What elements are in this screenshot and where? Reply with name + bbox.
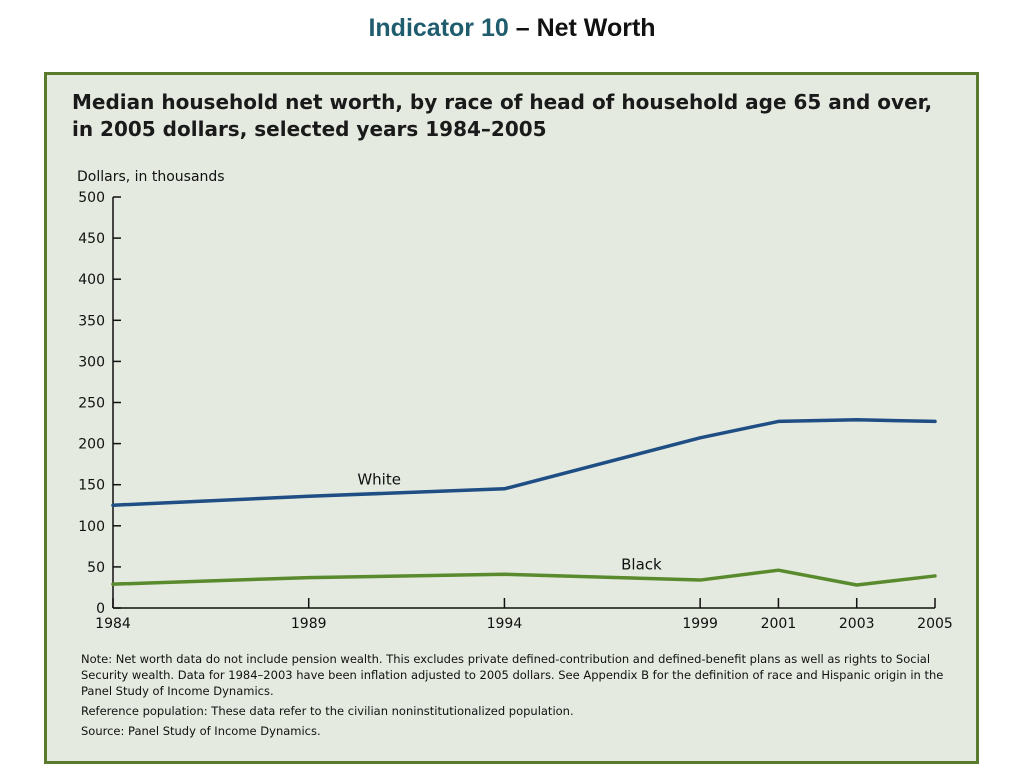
slide-title: Indicator 10 – Net Worth <box>0 14 1024 43</box>
series-label-white: White <box>357 471 401 489</box>
y-tick-label-0: 0 <box>96 601 105 617</box>
y-tick-label-300: 300 <box>78 354 105 370</box>
chart-title: Median household net worth, by race of h… <box>72 89 932 143</box>
y-tick-label-400: 400 <box>78 272 105 288</box>
series-label-black: Black <box>621 555 662 573</box>
x-tick-label-2001: 2001 <box>761 616 797 632</box>
slide-title-accent: Indicator 10 <box>368 14 509 42</box>
line-chart: 0 50 100 150 200 250 300 350 400 450 500 1984 1989 19… <box>78 190 953 632</box>
chart-title-line2: in 2005 dollars, selected years 1984–200… <box>72 117 547 141</box>
x-tick-label-1989: 1989 <box>291 616 327 632</box>
y-tick-label-350: 350 <box>78 313 105 329</box>
source-text: Source: Panel Study of Income Dynamics. <box>81 724 321 738</box>
chart-frame: Median household net worth, by race of h… <box>44 72 979 764</box>
y-tick-label-150: 150 <box>78 478 105 494</box>
series-labels: White Black <box>357 471 662 574</box>
x-tick-label-1999: 1999 <box>682 616 718 632</box>
y-tick-label-200: 200 <box>78 437 105 453</box>
series-line-black <box>111 568 937 587</box>
reference-population-text: Reference population: These data refer t… <box>81 704 574 718</box>
series-lines <box>111 418 937 587</box>
note-text: Note: Net worth data do not include pens… <box>81 652 944 698</box>
x-tick-label-1984: 1984 <box>95 616 131 632</box>
y-tick-label-250: 250 <box>78 396 105 412</box>
x-tick-label-1994: 1994 <box>487 616 523 632</box>
y-axis-label: Dollars, in thousands <box>77 169 225 185</box>
x-tick-label-2003: 2003 <box>839 616 875 632</box>
axes: 0 50 100 150 200 250 300 350 400 450 500 1984 1989 19… <box>78 190 953 632</box>
y-tick-label-50: 50 <box>87 560 105 576</box>
slide-title-rest: – Net Worth <box>508 14 656 42</box>
chart-title-line1: Median household net worth, by race of h… <box>72 90 933 114</box>
x-tick-label-2005: 2005 <box>917 616 953 632</box>
y-tick-label-100: 100 <box>78 519 105 535</box>
y-tick-label-450: 450 <box>78 231 105 247</box>
series-line-white <box>111 418 937 507</box>
chart-notes: Note: Net worth data do not include pens… <box>81 651 961 743</box>
y-tick-label-500: 500 <box>78 190 105 206</box>
